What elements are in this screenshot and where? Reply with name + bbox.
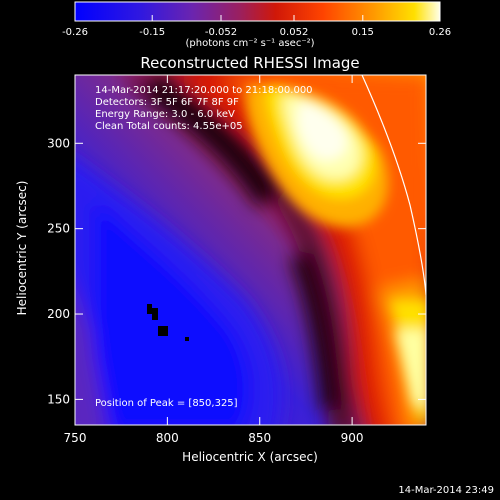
plot-frame (74, 74, 427, 426)
y-axis-ticks: 150 200 250 300 (47, 136, 426, 406)
colorbar (74, 1, 441, 22)
x-axis-label: Heliocentric X (arcsec) (182, 450, 318, 464)
dark-pixel-3 (158, 326, 168, 336)
y-axis-label: Heliocentric Y (arcsec) (15, 180, 29, 316)
y-tick-label: 300 (47, 136, 70, 150)
y-tick-label: 250 (47, 222, 70, 236)
dark-pixel-2 (152, 308, 158, 320)
x-tick-label: 850 (248, 431, 271, 445)
x-tick-label: 800 (156, 431, 179, 445)
annotation-detectors: Detectors: 3F 5F 6F 7F 8F 9F (95, 97, 239, 108)
heatmap-image (75, 75, 426, 425)
x-tick-label: 750 (64, 431, 87, 445)
colorbar-ticks: -0.26 -0.15 -0.052 0.052 0.15 0.26 (62, 15, 451, 38)
chart-title: Reconstructed RHESSI Image (140, 54, 360, 72)
colorbar-tick-label: -0.15 (139, 27, 165, 38)
annotation-clean: Clean Total counts: 4.55e+05 (95, 121, 243, 132)
colorbar-tick-label: 0.052 (280, 27, 309, 38)
dark-pixel-4 (185, 337, 189, 341)
colorbar-tick-label: -0.26 (62, 27, 88, 38)
dark-pixel-1 (147, 304, 152, 314)
x-axis-ticks: 750 800 850 900 (64, 75, 364, 445)
limb-line (361, 75, 426, 296)
colorbar-tick-label: 0.15 (352, 27, 374, 38)
footer-timestamp: 14-Mar-2014 23:49 (398, 485, 494, 496)
colorbar-tick-label: 0.26 (429, 27, 451, 38)
y-tick-label: 150 (47, 392, 70, 406)
x-tick-label: 900 (341, 431, 364, 445)
annotation-peak: Position of Peak = [850,325] (95, 398, 238, 409)
colorbar-tick-label: -0.052 (205, 27, 237, 38)
colorbar-units: (photons cm⁻² s⁻¹ asec⁻²) (185, 38, 315, 49)
annotation-date: 14-Mar-2014 21:17:20.000 to 21:18:00.000 (95, 85, 313, 96)
annotation-energy: Energy Range: 3.0 - 6.0 keV (95, 109, 235, 120)
y-tick-label: 200 (47, 307, 70, 321)
